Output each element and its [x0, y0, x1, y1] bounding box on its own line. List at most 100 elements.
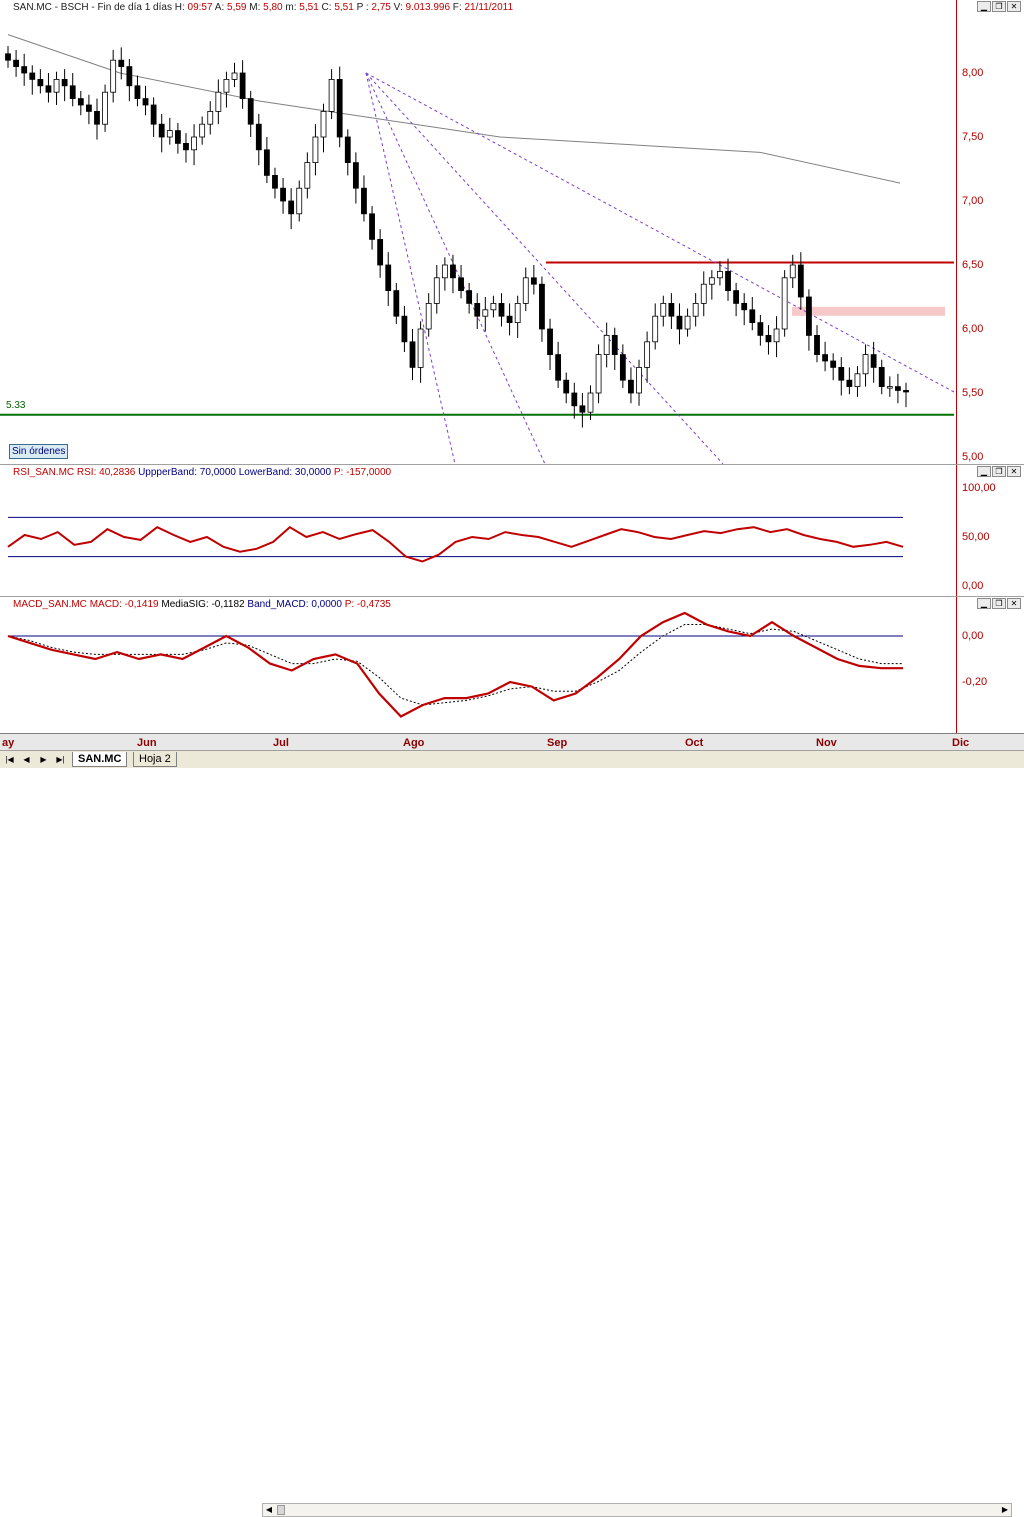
close-icon[interactable]: ✕ [1007, 1, 1021, 12]
next-sheet-icon[interactable]: ▶ [40, 755, 47, 764]
x-tick-label: Jul [273, 737, 289, 749]
candle-body [409, 341, 416, 368]
candle-body [530, 277, 537, 285]
candle-body [814, 334, 820, 355]
candle-body [158, 123, 165, 138]
candle-body [886, 386, 893, 389]
lower-band-value: 30,0000 [294, 467, 332, 478]
candle-body [822, 354, 828, 362]
y-tick-label: 5,00 [962, 451, 984, 463]
candle-body [255, 123, 262, 151]
last-sheet-icon[interactable]: ▶| [56, 755, 65, 764]
macd-line [7, 611, 903, 718]
candle-body [118, 59, 125, 68]
horizontal-scrollbar[interactable]: ◀ ▶ [262, 1503, 1012, 1517]
candle-body [749, 309, 756, 323]
close-icon[interactable]: ✕ [1007, 598, 1021, 609]
candle-body [587, 392, 594, 413]
volume-value: 9.013.996 [405, 2, 451, 13]
candle-body [595, 354, 602, 394]
prev-sheet-icon[interactable]: ◀ [23, 755, 30, 764]
scroll-left-icon[interactable]: ◀ [265, 1505, 273, 1514]
candle-body [611, 334, 618, 355]
candle-body [482, 309, 489, 317]
candle-body [417, 328, 424, 368]
candle-body [458, 277, 464, 291]
candle-body [862, 354, 869, 375]
v-label: V: [393, 2, 403, 13]
y-tick-label: 6,00 [962, 323, 984, 335]
macd-title: MACD_SAN.MC MACD: -0,1419 MediaSIG: -0,1… [13, 599, 391, 610]
tab-hoja-2[interactable]: Hoja 2 [133, 752, 177, 767]
restore-icon[interactable]: ❐ [992, 1, 1006, 12]
candle-body [401, 315, 408, 343]
candle-body [563, 379, 570, 394]
candle-body [676, 315, 683, 330]
candle-body [296, 187, 303, 215]
a-label: A: [214, 2, 225, 13]
candle-body [773, 328, 780, 343]
candle-body [61, 79, 68, 87]
tab-san-mc[interactable]: SAN.MC [72, 752, 128, 767]
candle-body [272, 174, 278, 189]
candle-body [344, 136, 351, 164]
candle-body [425, 302, 432, 330]
price-chart [0, 34, 955, 465]
macd-tick-label: -0,20 [962, 676, 988, 688]
candle-body [377, 238, 384, 266]
candle-body [21, 66, 28, 74]
target-zone [792, 306, 945, 316]
candle-body [29, 72, 36, 80]
restore-icon[interactable]: ❐ [992, 598, 1006, 609]
candle-body [304, 162, 311, 189]
scroll-right-icon[interactable]: ▶ [1001, 1505, 1009, 1514]
minimize-icon[interactable]: ▁ [977, 598, 991, 609]
scroll-thumb[interactable] [277, 1505, 285, 1515]
signal-line [7, 624, 903, 706]
rsi-tick-label: 50,00 [962, 531, 990, 543]
macd-name: MACD_SAN.MC [13, 599, 87, 610]
p-value: 2,75 [371, 2, 391, 13]
candle-body [441, 264, 448, 279]
candle-body [700, 283, 707, 304]
macd-window-controls: ▁ ❐ ✕ [977, 598, 1021, 609]
band-label: Band_MACD: [247, 599, 309, 610]
candle-body [215, 91, 222, 112]
upper-band-value: 70,0000 [199, 467, 236, 478]
x-tick-label: Nov [816, 737, 837, 749]
candle-body [757, 322, 764, 336]
macd-panel[interactable]: MACD_SAN.MC MACD: -0,1419 MediaSIG: -0,1… [0, 597, 1024, 733]
sheet-tab-bar: |◀ ◀ ▶ ▶| SAN.MC Hoja 2 ◀ ▶ [0, 750, 1024, 1517]
candle-body [142, 98, 149, 106]
moving-average-line [7, 34, 901, 184]
first-sheet-icon[interactable]: |◀ [5, 755, 14, 764]
candle-body [789, 264, 796, 279]
rsi-tick-label: 0,00 [962, 580, 984, 592]
rsi-p-label: P: [333, 467, 344, 478]
candle-body [838, 366, 845, 381]
orders-badge[interactable]: Sin órdenes [9, 444, 69, 459]
candle-body [692, 302, 699, 317]
close-icon[interactable]: ✕ [1007, 466, 1021, 477]
c-label: C: [321, 2, 332, 13]
candle-body [797, 264, 804, 298]
restore-icon[interactable]: ❐ [992, 466, 1006, 477]
minimize-icon[interactable]: ▁ [977, 1, 991, 12]
support-level-label: 5.33 [6, 400, 26, 411]
candle-body [903, 390, 909, 393]
price-panel[interactable]: SAN.MC - BSCH - Fin de día 1 días H: 09:… [0, 0, 1024, 465]
signal-label: MediaSIG: [161, 599, 209, 610]
macd-p-value: -0,4735 [356, 599, 391, 610]
candle-body [166, 130, 173, 138]
candle-body [110, 59, 117, 93]
candle-body [5, 53, 11, 61]
candle-body [134, 85, 141, 100]
candle-body [450, 264, 456, 279]
candle-body [514, 302, 521, 323]
lower-band-label: LowerBand: [238, 467, 293, 478]
p-label: P : [356, 2, 369, 13]
candle-body [288, 200, 295, 215]
rsi-panel[interactable]: RSI_SAN.MC RSI: 40,2836 UppperBand: 70,0… [0, 465, 1024, 597]
minimize-icon[interactable]: ▁ [977, 466, 991, 477]
candle-body [652, 315, 659, 343]
